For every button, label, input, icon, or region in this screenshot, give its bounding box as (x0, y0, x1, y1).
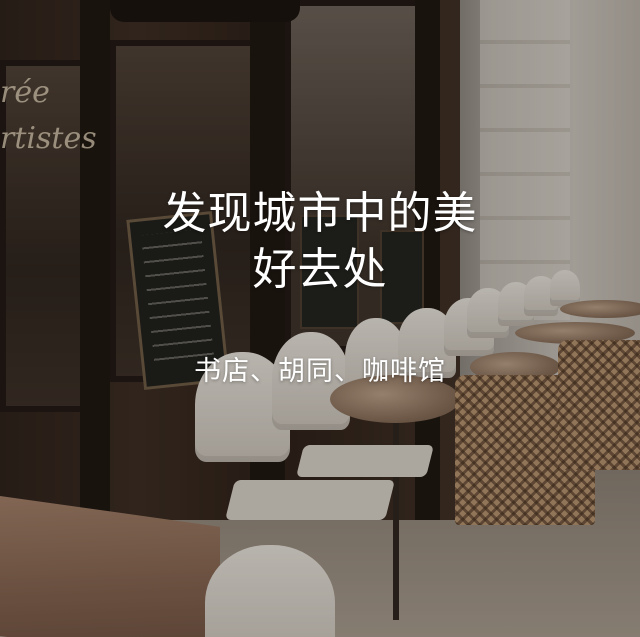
bistro-chair (550, 270, 580, 306)
poster-title-line-2: 好去处 (252, 244, 388, 295)
bistro-table (560, 300, 640, 318)
poster-title-line-1: 发现城市中的美 (162, 188, 478, 239)
menu-board (300, 215, 359, 329)
bistro-table (330, 375, 460, 423)
menu-board (380, 230, 424, 324)
rattan-chair (558, 340, 640, 470)
poster-title: 发现城市中的美 好去处 (0, 186, 640, 298)
awning (110, 0, 300, 22)
poster-subtitle: 书店、胡同、咖啡馆 (194, 356, 446, 387)
table-leg (393, 420, 399, 620)
facade-pillar (80, 0, 110, 520)
bistro-table (515, 322, 635, 344)
bistro-chair (272, 332, 350, 430)
foreground-chair (205, 545, 335, 637)
cafe-window (0, 60, 92, 412)
